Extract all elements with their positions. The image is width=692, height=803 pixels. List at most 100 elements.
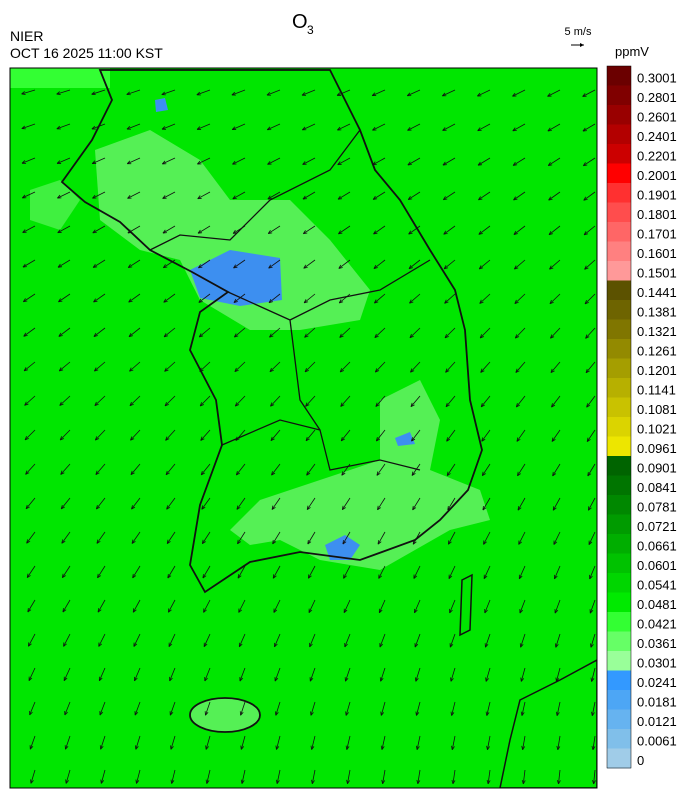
wind-arrow-head bbox=[61, 573, 66, 579]
wind-arrow bbox=[517, 497, 526, 511]
wind-arrow bbox=[549, 259, 561, 270]
wind-arrow bbox=[127, 191, 141, 199]
datetime: OCT 16 2025 11:00 KST bbox=[10, 45, 163, 61]
wind-arrow bbox=[446, 463, 456, 476]
wind-arrow-head bbox=[305, 402, 310, 407]
wind-arrow-head bbox=[92, 194, 97, 199]
wind-arrow bbox=[516, 429, 526, 442]
wind-arrow bbox=[482, 497, 491, 511]
wind-arrow bbox=[304, 327, 316, 338]
wind-arrow bbox=[520, 633, 526, 648]
wind-arrow bbox=[93, 293, 106, 303]
wind-arrow-head bbox=[62, 608, 67, 613]
wind-arrow bbox=[163, 293, 176, 303]
wind-arrow-head bbox=[549, 299, 554, 305]
wind-arrow bbox=[589, 565, 596, 580]
wind-arrow-head bbox=[94, 367, 99, 372]
wind-arrow bbox=[199, 361, 211, 372]
wind-arrow bbox=[92, 191, 106, 199]
wind-arrow bbox=[413, 565, 421, 579]
wind-arrow-head bbox=[590, 677, 595, 682]
wind-arrow bbox=[268, 225, 281, 234]
wind-arrow-head bbox=[59, 436, 65, 441]
wind-arrow bbox=[446, 429, 456, 442]
wind-arrow bbox=[372, 89, 386, 96]
wind-arrow bbox=[197, 225, 211, 234]
wind-arrow-head bbox=[126, 160, 132, 165]
wind-arrow bbox=[164, 395, 176, 407]
colorbar-swatch bbox=[607, 495, 631, 515]
wind-arrow-head bbox=[513, 265, 519, 270]
wind-arrow-head bbox=[513, 196, 518, 201]
colorbar-label: 0.0301 bbox=[637, 656, 677, 671]
wind-arrow bbox=[25, 497, 36, 510]
wind-arrow bbox=[304, 361, 316, 373]
wind-arrow-head bbox=[162, 229, 167, 234]
wind-arrow-head bbox=[485, 711, 490, 716]
wind-arrow-head bbox=[481, 471, 486, 477]
colorbar-swatch bbox=[607, 417, 631, 437]
wind-arrow-head bbox=[408, 230, 413, 235]
wind-arrow-head bbox=[134, 676, 138, 682]
wind-arrow-head bbox=[234, 333, 239, 338]
wind-arrow-head bbox=[97, 573, 102, 579]
wind-arrow bbox=[128, 327, 141, 338]
wind-arrow-head bbox=[372, 161, 377, 166]
wind-arrow bbox=[91, 123, 106, 130]
wind-arrow-head bbox=[486, 779, 491, 785]
wind-arrow-head bbox=[479, 299, 484, 304]
wind-arrow-head bbox=[410, 368, 415, 373]
wind-arrow bbox=[448, 531, 456, 545]
wind-arrow-head bbox=[238, 608, 243, 613]
colorbar-unit: ppmV bbox=[615, 44, 649, 59]
wind-arrow-head bbox=[94, 401, 99, 406]
wind-arrow-head bbox=[93, 332, 98, 337]
wind-arrow bbox=[586, 429, 596, 442]
wind-arrow-head bbox=[201, 539, 206, 545]
wind-arrow bbox=[198, 259, 211, 269]
wind-arrow bbox=[483, 531, 491, 545]
wind-arrow bbox=[65, 769, 71, 784]
wind-arrow bbox=[410, 361, 421, 373]
wind-arrow bbox=[96, 497, 106, 510]
wind-arrow bbox=[59, 395, 71, 406]
wind-arrow-head bbox=[547, 127, 552, 132]
wind-arrow bbox=[586, 395, 596, 408]
wind-arrow bbox=[412, 497, 421, 511]
wind-arrow bbox=[136, 769, 141, 784]
colorbar-label: 0.1601 bbox=[637, 246, 677, 261]
wind-arrow-head bbox=[135, 745, 139, 750]
wind-arrow-head bbox=[339, 333, 344, 338]
wind-arrow-head bbox=[196, 91, 201, 96]
wind-arrow bbox=[478, 191, 491, 201]
wind-arrow-head bbox=[483, 574, 488, 580]
wind-arrow bbox=[340, 429, 351, 442]
wind-arrow-head bbox=[338, 299, 344, 304]
wind-arrow bbox=[29, 701, 36, 716]
wind-arrow bbox=[99, 701, 106, 716]
wind-arrow-head bbox=[449, 643, 454, 648]
wind-arrow bbox=[515, 327, 526, 339]
wind-arrow-head bbox=[29, 745, 34, 750]
wind-arrow bbox=[271, 497, 281, 510]
wind-arrow bbox=[583, 225, 596, 236]
wind-arrow bbox=[382, 769, 386, 784]
wind-arrow bbox=[303, 225, 316, 235]
wind-arrow-head bbox=[412, 540, 417, 545]
wind-arrow-head bbox=[275, 745, 280, 750]
wind-arrow-head bbox=[21, 125, 26, 130]
field-patch bbox=[10, 68, 110, 88]
wind-arrow-head bbox=[198, 333, 204, 338]
colorbar-label: 0.0721 bbox=[637, 519, 677, 534]
colorbar-label: 0.1381 bbox=[637, 305, 677, 320]
wind-arrow-head bbox=[92, 229, 97, 234]
wind-arrow bbox=[98, 667, 106, 681]
wind-arrow bbox=[344, 633, 351, 648]
colorbar-swatch bbox=[607, 397, 631, 418]
wind-arrow-head bbox=[376, 471, 381, 476]
wind-arrow-head bbox=[274, 677, 279, 682]
wind-arrow-head bbox=[340, 402, 345, 407]
wind-arrow-head bbox=[21, 91, 26, 95]
wind-arrow-head bbox=[450, 677, 454, 682]
colorbar-label: 0.1501 bbox=[637, 266, 677, 281]
